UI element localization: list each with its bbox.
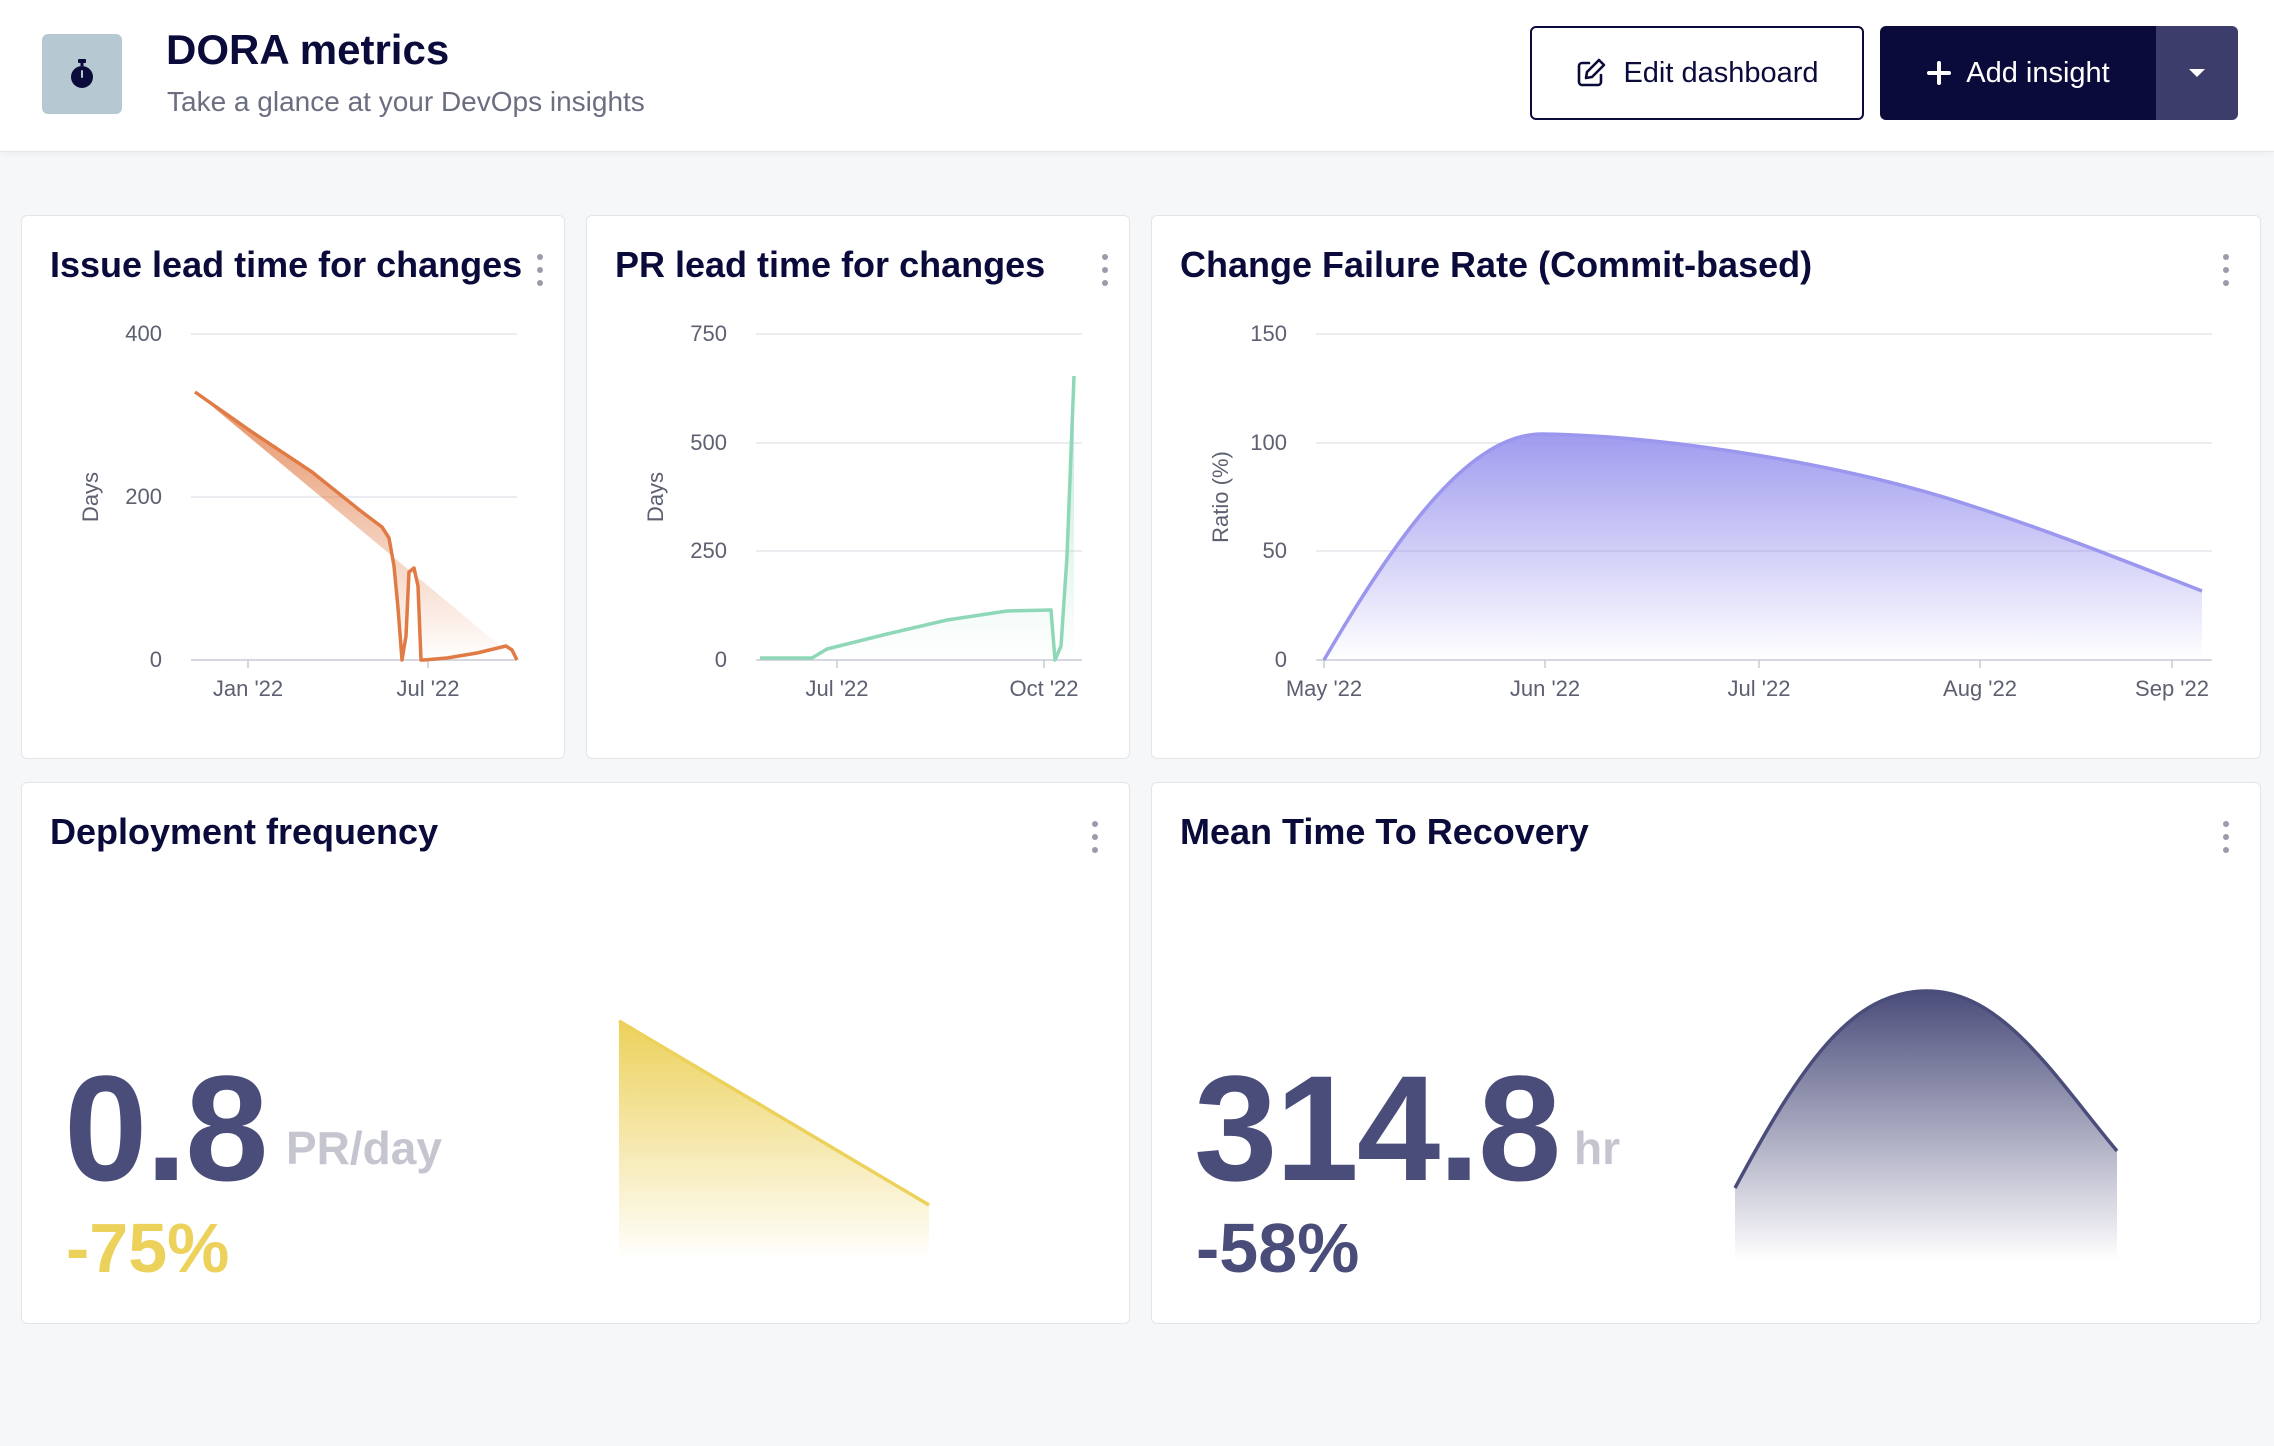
edit-dashboard-label: Edit dashboard	[1623, 56, 1819, 89]
pr-lead-time-card: PR lead time for changes 750 500 250 0 D…	[586, 215, 1130, 759]
issue-lead-time-card: Issue lead time for changes 400 200 0 Da…	[21, 215, 565, 759]
y-tick-label: 0	[150, 647, 162, 672]
change-failure-rate-card: Change Failure Rate (Commit-based) 150 1…	[1151, 215, 2261, 759]
y-axis-label: Days	[78, 472, 103, 522]
metric-unit: PR/day	[286, 1122, 442, 1174]
edit-icon	[1578, 58, 1606, 87]
x-tick-label: Jul '22	[397, 676, 460, 701]
card-title: Issue lead time for changes	[50, 244, 523, 285]
caret-down-icon	[2189, 69, 2205, 77]
card-title: Deployment frequency	[50, 811, 439, 852]
card-title: Change Failure Rate (Commit-based)	[1180, 244, 1813, 285]
y-tick-label: 400	[125, 321, 162, 346]
add-insight-label: Add insight	[1966, 56, 2110, 89]
x-tick-label: Sep '22	[2135, 676, 2209, 701]
series-line	[1322, 432, 2203, 661]
series-line	[760, 375, 1076, 662]
y-tick-label: 150	[1250, 321, 1287, 346]
mean-time-to-recovery-card: Mean Time To Recovery 314.8 hr -58%	[1151, 782, 2261, 1324]
y-tick-label: 0	[1275, 647, 1287, 672]
y-axis-label: Days	[643, 472, 668, 522]
deployment-frequency-sparkline	[618, 1019, 930, 1261]
sparkline-area	[1735, 991, 2117, 1261]
metric-delta: -75%	[66, 1209, 230, 1287]
card-menu-button[interactable]	[1095, 250, 1115, 290]
card-title: PR lead time for changes	[615, 244, 1046, 285]
y-tick-label: 0	[715, 647, 727, 672]
card-menu-button[interactable]	[2216, 817, 2236, 857]
dashboard-logo	[42, 34, 122, 114]
x-tick-label: Oct '22	[1009, 676, 1078, 701]
metric-value: 314.8	[1194, 1044, 1561, 1212]
add-insight-button-group: Add insight	[1880, 26, 2238, 120]
y-axis-label: Ratio (%)	[1208, 451, 1233, 543]
add-insight-button[interactable]: Add insight	[1880, 26, 2156, 120]
mttr-sparkline	[1733, 989, 2119, 1261]
stopwatch-icon	[71, 59, 93, 88]
metric-delta: -58%	[1196, 1209, 1360, 1287]
y-tick-label: 500	[690, 430, 727, 455]
card-title: Mean Time To Recovery	[1180, 811, 1589, 852]
edit-dashboard-button[interactable]: Edit dashboard	[1530, 26, 1864, 120]
plus-icon	[1927, 61, 1952, 85]
issue-lead-time-chart: 400 200 0 Days Jan '22 Jul '22	[78, 321, 519, 701]
series-line	[193, 390, 519, 662]
x-tick-label: Jul '22	[1728, 676, 1791, 701]
card-menu-button[interactable]	[2216, 250, 2236, 290]
y-tick-label: 200	[125, 484, 162, 509]
card-menu-button[interactable]	[530, 250, 550, 290]
metric-value: 0.8	[64, 1044, 269, 1212]
series-area	[760, 376, 1074, 660]
x-tick-label: Jan '22	[213, 676, 283, 701]
add-insight-dropdown-button[interactable]	[2156, 26, 2238, 120]
page-subtitle: Take a glance at your DevOps insights	[167, 86, 645, 117]
page-header: DORA metrics Take a glance at your DevOp…	[0, 0, 2274, 152]
change-failure-rate-chart: 150 100 50 0 Ratio (%) May '22 Jun '22 J…	[1208, 321, 2212, 701]
y-tick-label: 50	[1263, 538, 1287, 563]
x-tick-label: May '22	[1286, 676, 1362, 701]
y-tick-label: 250	[690, 538, 727, 563]
series-area	[1324, 434, 2202, 660]
deployment-frequency-card: Deployment frequency 0.8 PR/day -75%	[21, 782, 1130, 1324]
pr-lead-time-chart: 750 500 250 0 Days Jul '22 Oct '22	[643, 321, 1082, 701]
x-tick-label: Aug '22	[1943, 676, 2017, 701]
metric-unit: hr	[1574, 1122, 1620, 1174]
sparkline-line	[618, 1019, 930, 1207]
sparkline-line	[1733, 989, 2119, 1189]
x-tick-label: Jul '22	[806, 676, 869, 701]
card-menu-button[interactable]	[1085, 817, 1105, 857]
y-tick-label: 750	[690, 321, 727, 346]
y-tick-label: 100	[1250, 430, 1287, 455]
x-tick-label: Jun '22	[1510, 676, 1580, 701]
page-title: DORA metrics	[166, 26, 450, 73]
sparkline-area	[619, 1021, 929, 1261]
series-area	[195, 392, 517, 660]
